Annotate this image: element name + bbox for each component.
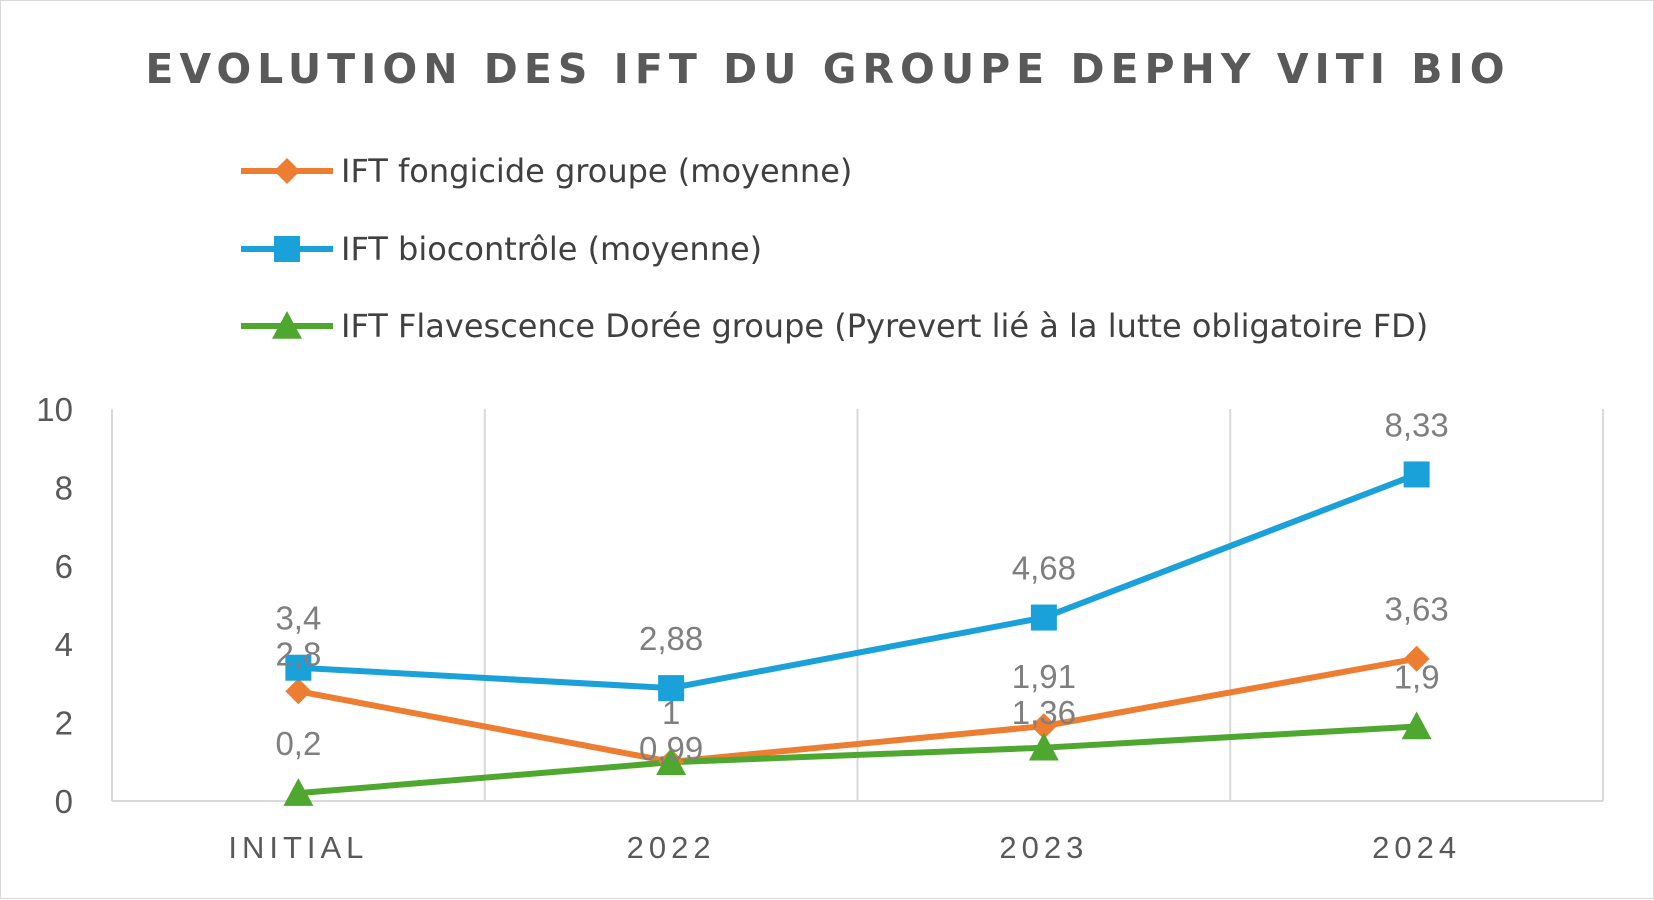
legend-marker-diamond [274, 158, 300, 184]
legend-marker-square [274, 236, 300, 262]
legend-marker-triangle [272, 311, 302, 339]
y-tick-label: 8 [55, 469, 73, 506]
data-label: 3,4 [275, 600, 321, 637]
x-tick-label: 2024 [1372, 830, 1461, 865]
data-label: 1 [662, 694, 680, 731]
y-tick-label: 0 [55, 783, 73, 820]
data-label: 1,36 [1012, 694, 1076, 731]
data-point-diamond [1403, 645, 1430, 672]
y-tick-label: 10 [36, 391, 73, 428]
data-labels: 3,42,8 0,2 2,88 10,99 4,68 1,911,36 8,33 3,63 1,… [275, 406, 1448, 766]
y-tick-label: 2 [55, 705, 73, 742]
series-lines [297, 471, 1418, 797]
legend: IFT fongicide groupe (moyenne) IFT biocon… [241, 152, 1428, 345]
y-axis: 0 2 4 6 8 10 [36, 391, 73, 820]
x-tick-label: 2022 [627, 830, 716, 865]
data-label: 1,91 [1012, 658, 1076, 695]
data-label: 8,33 [1385, 406, 1449, 443]
legend-entry-ift-fongicide-groupe-moyenne: IFT fongicide groupe (moyenne) [241, 152, 852, 190]
data-label: 2,88 [639, 620, 703, 657]
data-point-square [1030, 604, 1057, 631]
data-point-triangle [1401, 711, 1432, 740]
legend-entry-ift-biocontrole-moyenne: IFT biocontrôle (moyenne) [241, 230, 762, 268]
legend-label: IFT biocontrôle (moyenne) [341, 230, 762, 268]
x-axis: INITIAL 2022 2023 2024 [228, 830, 1461, 865]
data-point-diamond [1030, 713, 1057, 740]
legend-label: IFT fongicide groupe (moyenne) [341, 152, 852, 190]
legend-label: IFT Flavescence Dorée groupe (Pyrevert l… [341, 307, 1428, 345]
data-label: 1,9 [1394, 659, 1440, 696]
series-line-ift-fongicide-groupe-moyenne [297, 655, 1418, 765]
x-tick-label: 2023 [999, 830, 1088, 865]
series-markers [283, 461, 1432, 806]
y-tick-label: 4 [55, 626, 73, 663]
data-point-square [1403, 461, 1430, 488]
data-label: 0,99 [639, 730, 703, 767]
data-label: 2,8 [275, 636, 321, 673]
x-tick-label: INITIAL [228, 830, 368, 865]
data-point-triangle [1028, 732, 1059, 761]
series-line-ift-biocontrole-moyenne [298, 471, 1418, 692]
data-label: 3,63 [1385, 591, 1449, 628]
data-label: 0,2 [275, 725, 321, 762]
y-tick-label: 6 [55, 548, 73, 585]
data-point-triangle [283, 778, 314, 806]
series-line-ift-flavescence-doree-groupe-p [298, 723, 1417, 797]
chart-title: EVOLUTION DES IFT DU GROUPE DEPHY VITI B… [145, 45, 1510, 93]
legend-entry-ift-flavescence-doree-groupe-pyrevert-li: IFT Flavescence Dorée groupe (Pyrevert l… [241, 307, 1428, 345]
data-point-square [658, 675, 685, 702]
data-point-square [285, 654, 312, 681]
data-point-triangle [656, 747, 687, 775]
data-label: 4,68 [1012, 550, 1076, 587]
data-point-diamond [285, 678, 312, 705]
gridlines [111, 409, 1604, 802]
